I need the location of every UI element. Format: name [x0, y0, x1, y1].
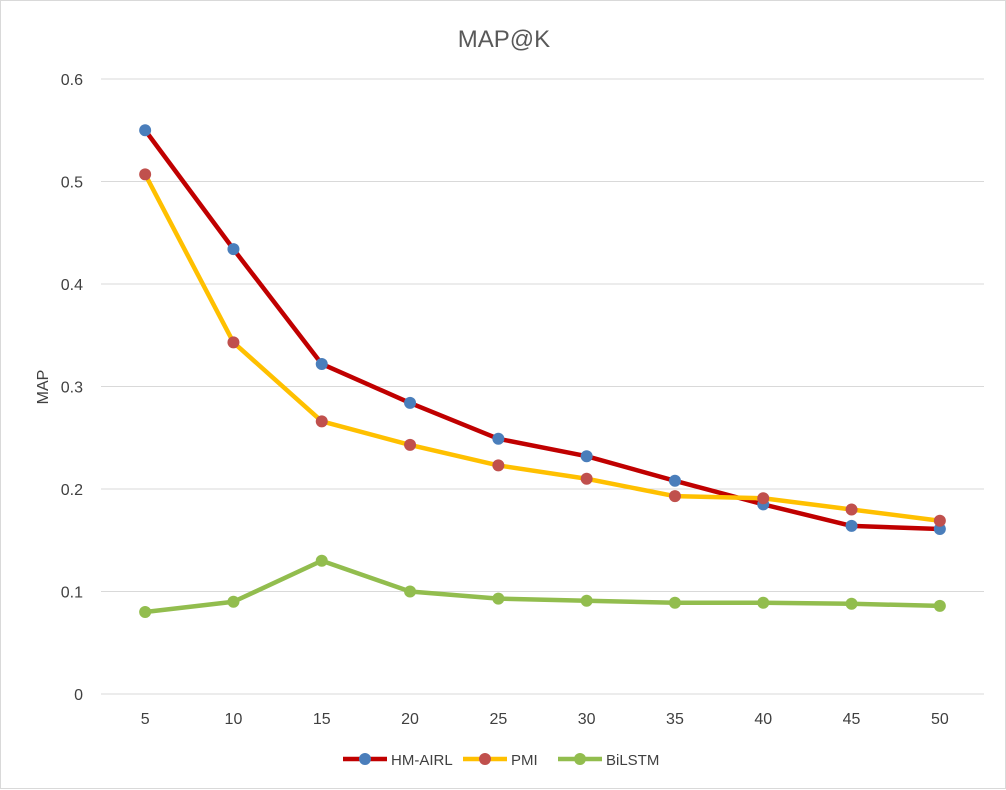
- data-point: [404, 438, 417, 451]
- x-tick-label: 20: [401, 711, 419, 728]
- y-tick-label: 0.5: [61, 175, 83, 192]
- data-point: [845, 503, 858, 516]
- data-point: [933, 514, 946, 527]
- series-layer: [139, 124, 946, 618]
- x-tick-label: 40: [754, 711, 772, 728]
- data-point: [492, 432, 505, 445]
- y-tick-labels: 0 0.1 0.2 0.3 0.4 0.5 0.6: [61, 72, 83, 704]
- data-point: [492, 459, 505, 472]
- data-point: [580, 594, 593, 607]
- data-point: [139, 606, 152, 618]
- data-point: [227, 595, 240, 608]
- series-hm-airl: [139, 124, 946, 535]
- legend-marker: [359, 753, 371, 765]
- x-tick-label: 25: [489, 711, 507, 728]
- data-point: [845, 597, 858, 610]
- gridlines: [101, 78, 984, 695]
- data-point: [580, 472, 593, 485]
- x-tick-labels: 5 10 15 20 25 30 35 40 45 50: [141, 711, 949, 728]
- data-point: [757, 492, 770, 505]
- data-point: [757, 596, 770, 609]
- data-point: [404, 585, 417, 598]
- x-tick-label: 45: [843, 711, 861, 728]
- x-tick-label: 30: [578, 711, 596, 728]
- legend-item: PMI: [463, 752, 538, 769]
- data-point: [668, 596, 681, 609]
- y-tick-label: 0.2: [61, 482, 83, 499]
- data-point: [492, 592, 505, 605]
- data-point: [315, 415, 328, 428]
- data-point: [668, 490, 681, 503]
- data-point: [933, 599, 946, 612]
- x-tick-label: 5: [141, 711, 150, 728]
- y-tick-label: 0: [74, 687, 83, 704]
- x-tick-label: 10: [225, 711, 243, 728]
- data-point: [227, 336, 240, 349]
- data-point: [139, 124, 152, 137]
- legend-label: HM-AIRL: [391, 752, 453, 769]
- x-tick-label: 50: [931, 711, 949, 728]
- legend: HM-AIRL PMI BiLSTM: [343, 752, 659, 769]
- y-axis-label: MAP: [35, 370, 52, 405]
- data-point: [845, 519, 858, 532]
- series-pmi: [139, 168, 946, 527]
- y-tick-label: 0.3: [61, 380, 83, 397]
- data-point: [668, 474, 681, 487]
- x-tick-label: 15: [313, 711, 331, 728]
- legend-item: HM-AIRL: [343, 752, 453, 769]
- legend-marker: [479, 753, 491, 765]
- data-point: [315, 554, 328, 567]
- chart-title: MAP@K: [458, 26, 550, 53]
- y-tick-label: 0.4: [61, 277, 83, 294]
- data-point: [227, 243, 240, 256]
- data-point: [139, 168, 152, 181]
- legend-item: BiLSTM: [558, 752, 659, 769]
- y-tick-label: 0.6: [61, 72, 83, 89]
- series-line: [142, 172, 943, 524]
- legend-label: BiLSTM: [606, 752, 659, 769]
- y-tick-label: 0.1: [61, 585, 83, 602]
- series-line: [142, 128, 943, 532]
- legend-label: PMI: [511, 752, 538, 769]
- data-point: [580, 450, 593, 463]
- x-tick-label: 35: [666, 711, 684, 728]
- series-line: [142, 558, 943, 615]
- data-point: [933, 522, 946, 535]
- series-bilstm: [139, 554, 946, 618]
- data-point: [315, 357, 328, 370]
- legend-marker: [574, 753, 586, 765]
- data-point: [404, 396, 417, 409]
